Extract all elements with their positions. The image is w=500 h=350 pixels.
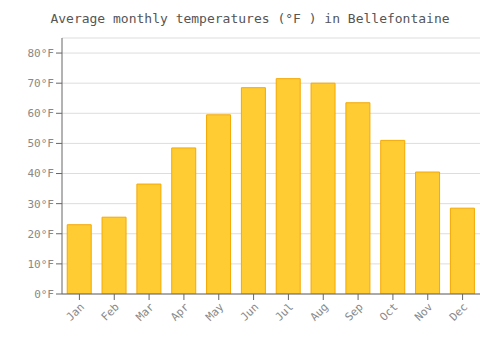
svg-text:Mar: Mar [133,300,157,324]
svg-text:10°F: 10°F [28,258,55,271]
svg-text:70°F: 70°F [28,77,55,90]
svg-text:80°F: 80°F [28,47,55,60]
svg-text:Feb: Feb [99,300,122,323]
html-text:Average monthly temperatures (: Average monthly temperatures (°F ) in Be… [50,11,450,26]
svg-text:Dec: Dec [447,300,470,323]
svg-text:May: May [203,300,227,324]
svg-text:Oct: Oct [377,300,400,323]
svg-text:60°F: 60°F [28,107,55,120]
svg-text:Aug: Aug [308,300,331,323]
svg-text:20°F: 20°F [28,228,55,241]
svg-text:Jul: Jul [273,300,296,323]
svg-text:Jan: Jan [64,300,87,323]
svg-text:Jun: Jun [238,300,261,323]
svg-text:50°F: 50°F [28,137,55,150]
svg-text:40°F: 40°F [28,167,55,180]
svg-text:Sep: Sep [342,300,365,323]
svg-text:0°F: 0°F [34,288,54,301]
svg-text:30°F: 30°F [28,198,55,211]
svg-text:Nov: Nov [412,300,436,324]
svg-text:Apr: Apr [168,300,192,324]
